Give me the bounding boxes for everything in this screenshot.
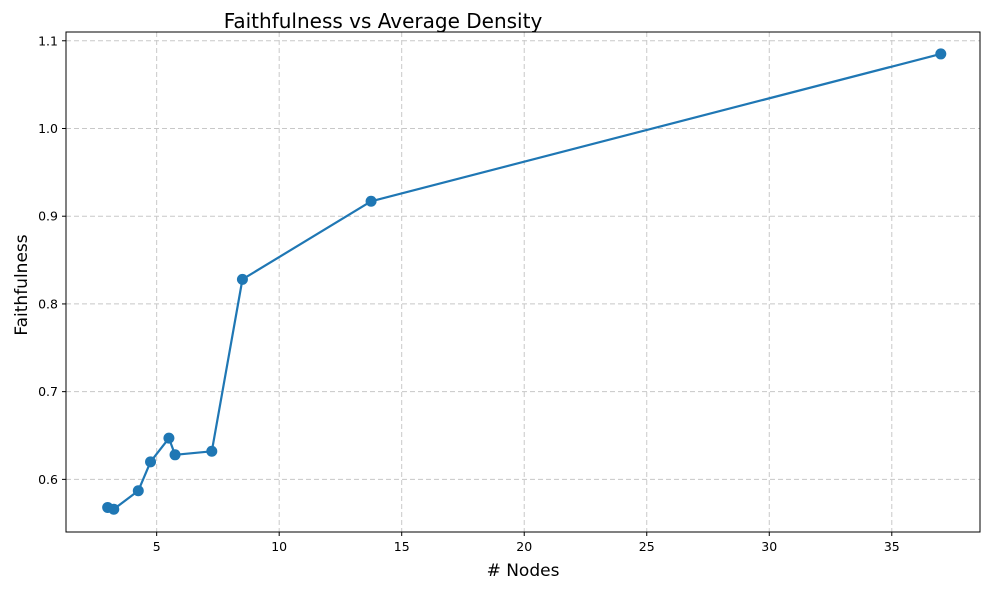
- x-tick-label: 15: [394, 539, 410, 554]
- x-tick-label: 35: [884, 539, 900, 554]
- x-tick-label: 20: [516, 539, 532, 554]
- axis-ticks: 5 10 15 20 25 30 35 0.6 0.7 0.8 0.9 1.0 1.1: [38, 33, 900, 554]
- y-tick-label: 0.9: [38, 209, 58, 224]
- data-point: [169, 449, 181, 461]
- data-point: [206, 445, 218, 457]
- x-tick-label: 25: [639, 539, 655, 554]
- y-tick-label: 1.0: [38, 121, 58, 136]
- data-point: [236, 273, 248, 285]
- x-tick-label: 5: [153, 539, 161, 554]
- y-axis-label: Faithfulness: [12, 234, 32, 335]
- data-point: [365, 195, 377, 207]
- x-axis-label: # Nodes: [487, 561, 560, 581]
- y-tick-label: 1.1: [38, 33, 58, 48]
- data-point: [145, 456, 157, 468]
- y-tick-label: 0.8: [38, 296, 58, 311]
- series-line: [107, 52, 942, 511]
- y-tick-label: 0.7: [38, 384, 58, 399]
- plot-frame: [65, 31, 981, 533]
- y-tick-label: 0.6: [38, 472, 58, 487]
- series-layer: [102, 48, 947, 515]
- data-point: [935, 48, 947, 60]
- data-point: [132, 485, 144, 497]
- x-tick-label: 30: [761, 539, 777, 554]
- x-tick-label: 10: [271, 539, 287, 554]
- chart-title: Faithfulness vs Average Density: [224, 9, 543, 33]
- data-point: [163, 432, 175, 444]
- data-point: [108, 503, 120, 515]
- grid: [66, 32, 980, 532]
